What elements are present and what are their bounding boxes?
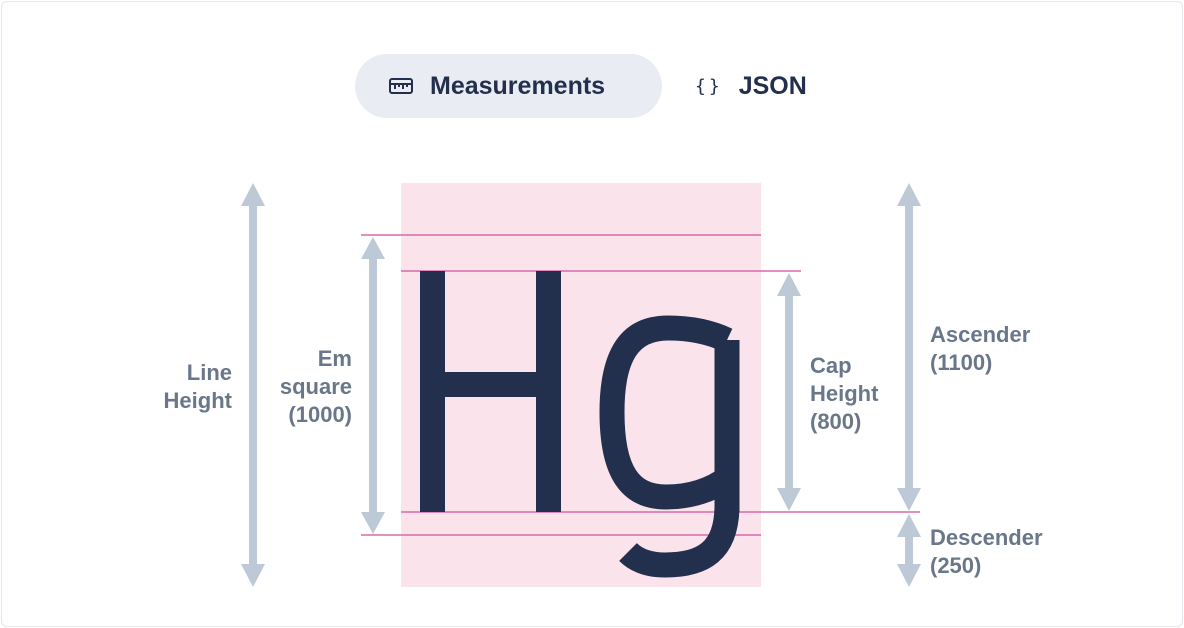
ruler-icon [388,75,414,97]
tab-measurements[interactable]: Measurements [355,54,662,118]
glyph-h [420,271,561,512]
glyph-g [599,315,740,578]
ascender-arrow [897,183,921,511]
cap-height-label: Cap Height (800) [810,353,879,434]
braces-icon: {} [695,75,723,97]
line-height-arrow [241,183,265,587]
descender-label: Descender (250) [930,525,1043,578]
tab-json-label: JSON [738,71,807,100]
tab-json[interactable]: {} JSON [681,54,841,118]
ascender-label: Ascender (1100) [930,322,1031,375]
line-height-label: Line Height [163,360,232,413]
tab-measurements-label: Measurements [430,71,606,100]
descender-arrow [897,514,921,587]
em-square-arrow [361,237,385,534]
cap-height-arrow [777,273,801,511]
em-square-label: Em square (1000) [279,346,352,427]
